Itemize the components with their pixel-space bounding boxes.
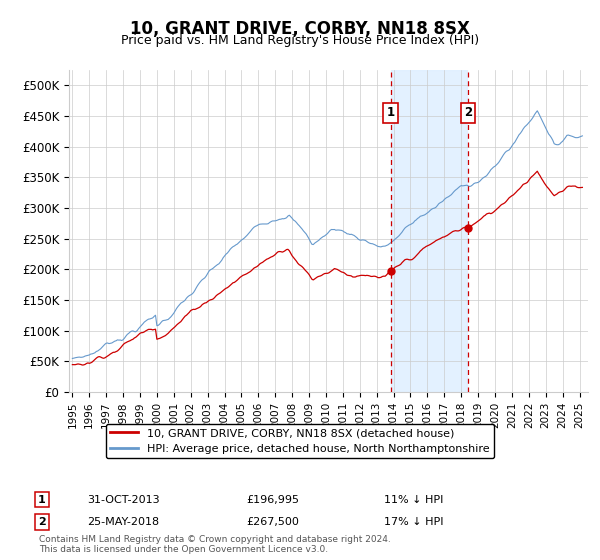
Text: £267,500: £267,500 <box>246 517 299 527</box>
Text: 31-OCT-2013: 31-OCT-2013 <box>87 494 160 505</box>
Text: 1: 1 <box>386 106 395 119</box>
Text: 1: 1 <box>38 494 46 505</box>
Text: 2: 2 <box>38 517 46 527</box>
Text: 2: 2 <box>464 106 472 119</box>
Text: This data is licensed under the Open Government Licence v3.0.: This data is licensed under the Open Gov… <box>39 545 328 554</box>
Text: 11% ↓ HPI: 11% ↓ HPI <box>384 494 443 505</box>
Text: £196,995: £196,995 <box>246 494 299 505</box>
Text: 25-MAY-2018: 25-MAY-2018 <box>87 517 159 527</box>
Text: 10, GRANT DRIVE, CORBY, NN18 8SX: 10, GRANT DRIVE, CORBY, NN18 8SX <box>130 20 470 38</box>
Legend: 10, GRANT DRIVE, CORBY, NN18 8SX (detached house), HPI: Average price, detached : 10, GRANT DRIVE, CORBY, NN18 8SX (detach… <box>106 424 494 458</box>
Text: 17% ↓ HPI: 17% ↓ HPI <box>384 517 443 527</box>
Text: Price paid vs. HM Land Registry's House Price Index (HPI): Price paid vs. HM Land Registry's House … <box>121 34 479 46</box>
Text: Contains HM Land Registry data © Crown copyright and database right 2024.: Contains HM Land Registry data © Crown c… <box>39 535 391 544</box>
